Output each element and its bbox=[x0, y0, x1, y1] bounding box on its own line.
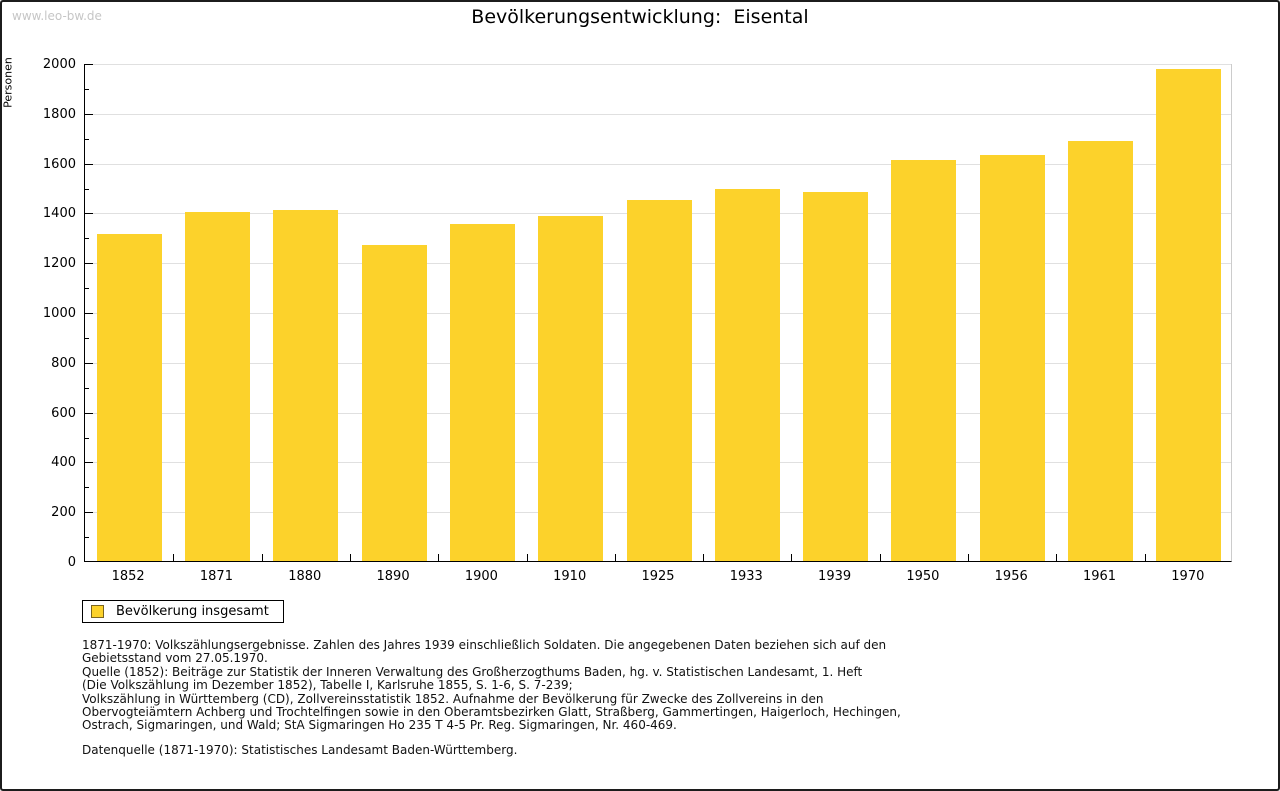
y-minor-tick-1300 bbox=[85, 238, 89, 240]
bar-1939 bbox=[803, 192, 869, 561]
y-minor-tick-1100 bbox=[85, 288, 89, 290]
y-tick-label-1800: 1800 bbox=[42, 106, 76, 122]
x-tick-label-1950: 1950 bbox=[906, 569, 940, 584]
plot-area bbox=[84, 64, 1232, 562]
x-boundary-tick-3 bbox=[349, 554, 351, 561]
y-major-tick-400 bbox=[85, 462, 93, 464]
x-tick-label-1852: 1852 bbox=[111, 569, 145, 584]
x-tick-label-1890: 1890 bbox=[376, 569, 410, 584]
bar-1956 bbox=[979, 155, 1045, 561]
bar-1852 bbox=[96, 233, 162, 561]
bar-1970 bbox=[1156, 69, 1222, 561]
y-major-tick-800 bbox=[85, 362, 93, 364]
gridline-1800 bbox=[85, 113, 1231, 115]
x-tick-label-1871: 1871 bbox=[199, 569, 233, 584]
x-tick-label-1880: 1880 bbox=[288, 569, 322, 584]
y-major-tick-600 bbox=[85, 412, 93, 414]
bar-1871 bbox=[184, 212, 250, 561]
bar-1925 bbox=[626, 199, 692, 561]
gridline-1600 bbox=[85, 163, 1231, 165]
chart-title: Bevölkerungsentwicklung: Eisental bbox=[471, 6, 809, 28]
y-minor-tick-900 bbox=[85, 337, 89, 339]
y-tick-label-0: 0 bbox=[67, 555, 76, 570]
x-boundary-tick-4 bbox=[438, 554, 440, 561]
y-major-tick-1600 bbox=[85, 163, 93, 165]
x-tick-label-1961: 1961 bbox=[1082, 569, 1117, 584]
x-tick-label-1933: 1933 bbox=[729, 569, 763, 584]
x-boundary-tick-11 bbox=[1056, 554, 1058, 561]
y-minor-tick-1500 bbox=[85, 188, 89, 190]
y-major-tick-200 bbox=[85, 512, 93, 514]
x-tick-label-1925: 1925 bbox=[641, 569, 675, 584]
bar-1950 bbox=[891, 160, 957, 561]
gridline-2000 bbox=[85, 64, 1231, 65]
y-major-tick-2000 bbox=[85, 64, 93, 65]
y-tick-label-1000: 1000 bbox=[42, 306, 76, 321]
legend-swatch bbox=[91, 605, 104, 618]
y-major-tick-1400 bbox=[85, 213, 93, 215]
watermark: www.leo-bw.de bbox=[12, 9, 102, 23]
x-boundary-tick-1 bbox=[173, 554, 175, 561]
y-minor-tick-100 bbox=[85, 537, 89, 539]
x-boundary-tick-8 bbox=[791, 554, 793, 561]
x-boundary-tick-2 bbox=[261, 554, 263, 561]
bar-1880 bbox=[273, 209, 339, 561]
legend-label: Bevölkerung insgesamt bbox=[116, 604, 269, 619]
x-boundary-tick-10 bbox=[968, 554, 970, 561]
bar-1961 bbox=[1068, 141, 1134, 561]
bar-1933 bbox=[714, 188, 780, 561]
y-tick-label-2000: 2000 bbox=[42, 57, 76, 72]
y-minor-tick-1700 bbox=[85, 138, 89, 140]
y-major-tick-1800 bbox=[85, 113, 93, 115]
source-notes: 1871-1970: Volkszählungsergebnisse. Zahl… bbox=[82, 638, 901, 733]
y-tick-label-1200: 1200 bbox=[42, 256, 76, 272]
y-minor-tick-300 bbox=[85, 487, 89, 489]
y-tick-label-800: 800 bbox=[51, 355, 76, 371]
y-minor-tick-700 bbox=[85, 387, 89, 389]
y-tick-label-1600: 1600 bbox=[42, 156, 76, 172]
bar-1900 bbox=[449, 223, 515, 561]
x-tick-label-1939: 1939 bbox=[818, 569, 852, 584]
y-minor-tick-500 bbox=[85, 437, 89, 439]
x-boundary-tick-5 bbox=[526, 554, 528, 561]
y-minor-tick-1900 bbox=[85, 88, 89, 90]
x-boundary-tick-7 bbox=[703, 554, 705, 561]
y-major-tick-1000 bbox=[85, 313, 93, 314]
bar-1910 bbox=[538, 216, 604, 561]
y-tick-label-200: 200 bbox=[51, 505, 76, 521]
x-boundary-tick-9 bbox=[879, 554, 881, 561]
x-boundary-tick-12 bbox=[1144, 554, 1146, 561]
y-tick-label-400: 400 bbox=[51, 455, 76, 471]
y-tick-label-1400: 1400 bbox=[42, 206, 76, 222]
y-major-tick-1200 bbox=[85, 263, 93, 265]
x-tick-label-1910: 1910 bbox=[553, 569, 587, 584]
y-tick-label-600: 600 bbox=[51, 405, 76, 421]
x-tick-label-1900: 1900 bbox=[464, 569, 498, 584]
x-tick-label-1970: 1970 bbox=[1171, 569, 1205, 584]
bar-1890 bbox=[361, 244, 427, 561]
x-tick-label-1956: 1956 bbox=[994, 569, 1028, 584]
datasource-line: Datenquelle (1871-1970): Statistisches L… bbox=[82, 743, 518, 757]
x-boundary-tick-6 bbox=[614, 554, 616, 561]
legend-box: Bevölkerung insgesamt bbox=[82, 600, 284, 623]
